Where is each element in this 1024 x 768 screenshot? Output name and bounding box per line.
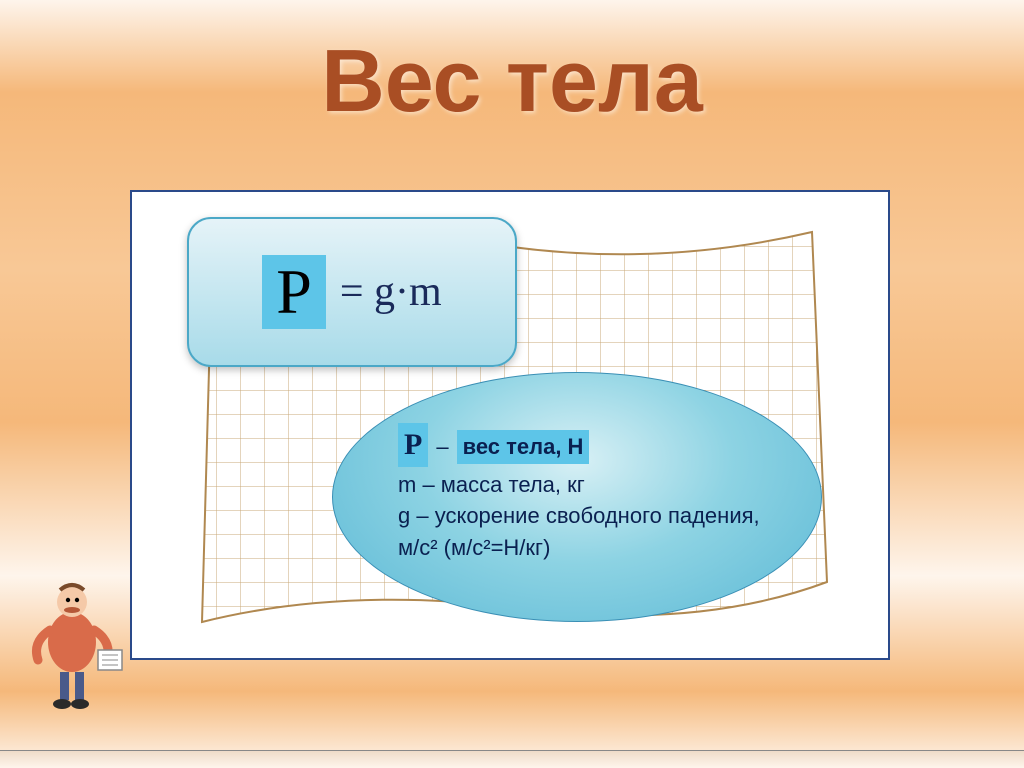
slide-footer-edge: [0, 750, 1024, 768]
legend-g-line: g – ускорение свободного падения,: [398, 500, 760, 532]
cartoon-character-icon: [20, 580, 125, 710]
legend-m-line: m – масса тела, кг: [398, 469, 760, 501]
formula-card: P = g·m: [187, 217, 517, 367]
legend-dash: –: [436, 431, 448, 463]
legend-p-label: вес тела, Н: [457, 430, 590, 464]
legend-p-symbol: P: [398, 423, 428, 467]
formula-symbol-P: P: [262, 255, 326, 329]
page-title: Вес тела: [0, 0, 1024, 132]
legend-g-units: м/с² (м/с²=Н/кг): [398, 532, 760, 564]
diagram-frame: P – вес тела, Н m – масса тела, кг g – у…: [130, 190, 890, 660]
formula-rhs: = g·m: [340, 268, 442, 316]
legend-ellipse: P – вес тела, Н m – масса тела, кг g – у…: [332, 372, 822, 622]
legend-content: P – вес тела, Н m – масса тела, кг g – у…: [398, 423, 760, 564]
